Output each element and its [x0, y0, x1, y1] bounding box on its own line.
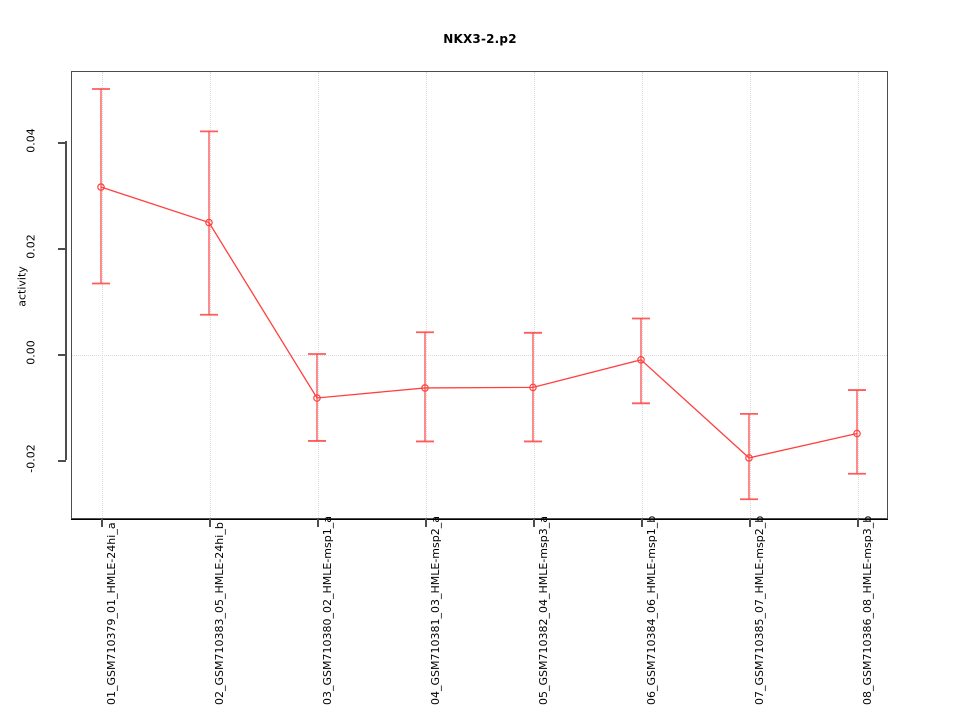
y-axis-tick [58, 460, 66, 462]
gridline-vertical [750, 72, 751, 518]
x-axis-tick-label: 05_GSM710382_04_HMLE-msp3_a [537, 516, 550, 705]
plot-frame [71, 71, 888, 519]
x-axis-tick-label: 07_GSM710385_07_HMLE-msp2_b [753, 515, 766, 705]
y-axis-tick-label: -0.02 [24, 444, 38, 473]
x-axis-tick-label: 01_GSM710379_01_HMLE-24hi_a [105, 522, 118, 705]
x-axis-tick [317, 519, 319, 527]
plot-gridlines [72, 72, 887, 518]
y-axis-tick-label: 0.00 [24, 340, 38, 365]
y-axis-tick [58, 248, 66, 250]
page-title: NKX3-2.p2 [443, 32, 517, 46]
x-axis-tick-label: 04_GSM710381_03_HMLE-msp2_a [429, 516, 442, 705]
y-axis-tick-label: 0.02 [24, 234, 38, 259]
x-axis-tick-label: 02_GSM710383_05_HMLE-24hi_b [213, 522, 226, 705]
x-axis-tick-label: 06_GSM710384_06_HMLE-msp1_b [645, 515, 658, 705]
gridline-vertical [102, 72, 103, 518]
x-axis-tick [101, 519, 103, 527]
gridline-horizontal [72, 355, 887, 356]
x-axis-tick-label: 03_GSM710380_02_HMLE-msp1_a [321, 516, 334, 705]
x-axis-line [71, 519, 888, 520]
gridline-vertical [426, 72, 427, 518]
gridline-vertical [534, 72, 535, 518]
y-axis-tick [58, 354, 66, 356]
x-axis-tick [533, 519, 535, 527]
x-axis-tick-label: 08_GSM710386_08_HMLE-msp3_b [861, 515, 874, 705]
gridline-vertical [858, 72, 859, 518]
gridline-vertical [210, 72, 211, 518]
x-axis-tick [857, 519, 859, 527]
gridline-vertical [318, 72, 319, 518]
y-axis-tick-label: 0.04 [24, 128, 38, 153]
y-axis-line [65, 141, 67, 460]
x-axis-tick [209, 519, 211, 527]
x-axis-tick [425, 519, 427, 527]
x-axis-tick [641, 519, 643, 527]
y-axis-tick [58, 142, 66, 144]
gridline-vertical [642, 72, 643, 518]
x-axis-tick [749, 519, 751, 527]
